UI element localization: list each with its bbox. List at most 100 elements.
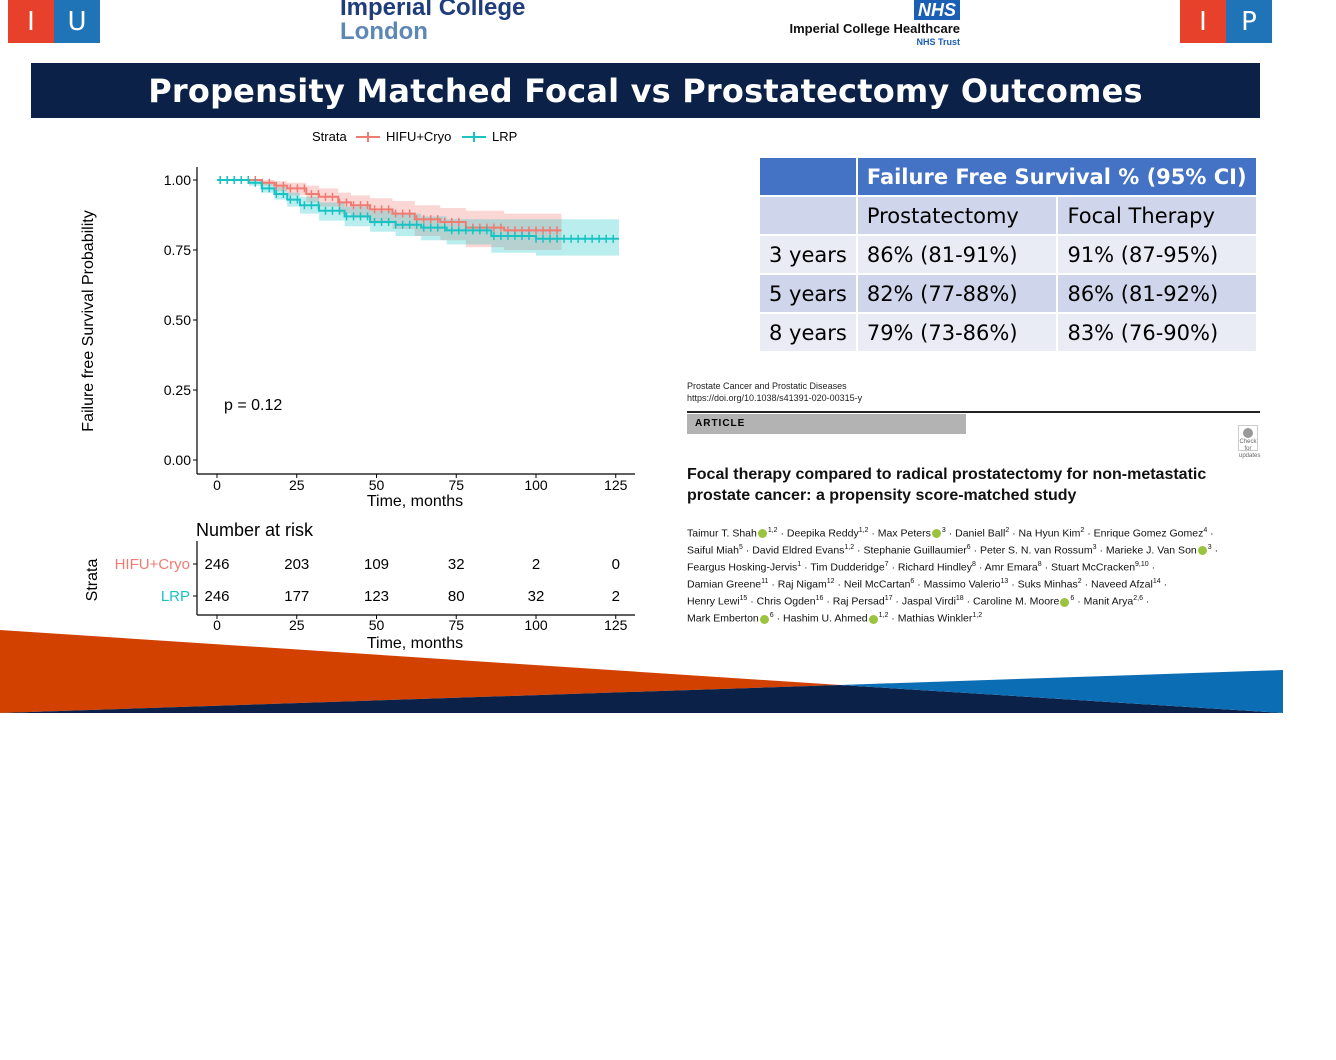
- orcid-icon: [1060, 597, 1070, 607]
- x-tick-label: 125: [604, 477, 628, 493]
- check-for-updates-badge[interactable]: Check for updates: [1238, 425, 1260, 459]
- orcid-icon: [931, 529, 941, 539]
- legend-title: Strata: [312, 129, 347, 144]
- check-updates-label: Check for updates: [1239, 439, 1261, 459]
- risk-x-tick-label: 25: [289, 617, 305, 633]
- x-tick-label: 75: [448, 477, 464, 493]
- risk-table: 246 203 109 32 2 0 246 177 123 80 32 2 0 25 50 75 100 125: [193, 541, 635, 633]
- article-label: ARTICLE: [687, 414, 966, 434]
- y-tick-label: 0.75: [164, 242, 191, 258]
- wedge-blue: [840, 670, 1283, 713]
- table-subheader-empty: [758, 195, 858, 236]
- cell-prostatectomy: 79% (73-86%): [855, 312, 1059, 353]
- cell-prostatectomy: 86% (81-91%): [855, 234, 1059, 275]
- paper-title-line1: Focal therapy compared to radical prosta…: [687, 466, 1207, 483]
- risk-value: 123: [364, 588, 389, 605]
- y-tick-label: 0.50: [164, 312, 191, 328]
- cell-focal: 83% (76-90%): [1056, 312, 1258, 353]
- y-tick-label: 0.25: [164, 382, 191, 398]
- risk-strata-label: Strata: [84, 559, 101, 602]
- risk-value: 246: [204, 588, 229, 605]
- ip-logo-letter-i: I: [1180, 0, 1226, 43]
- risk-value: 203: [284, 556, 309, 573]
- paper-title-line2: prostate cancer: a propensity score-matc…: [687, 487, 1077, 504]
- iu-logo-letter-u: U: [54, 0, 100, 43]
- journal-name: Prostate Cancer and Prostatic Diseases: [687, 381, 847, 391]
- table-row: 3 years 86% (81-91%) 91% (87-95%): [758, 234, 1258, 275]
- risk-value: 177: [284, 588, 309, 605]
- risk-value: 32: [528, 588, 545, 605]
- y-axis-label: Failure free Survival Probability: [80, 210, 97, 431]
- plot-area: 0.00 0.25 0.50 0.75 1.00 0 25 50 75 100 125: [164, 167, 635, 493]
- p-value-annotation: p = 0.12: [224, 397, 282, 414]
- risk-table-title: Number at risk: [196, 520, 314, 540]
- risk-value: 2: [612, 588, 620, 605]
- iu-logo: I U: [8, 0, 100, 43]
- legend-label-hifu: HIFU+Cryo: [386, 129, 451, 144]
- table-row: 5 years 82% (77-88%) 86% (81-92%): [758, 273, 1258, 314]
- wedge-navy: [0, 685, 1283, 713]
- column-focal-therapy: Focal Therapy: [1056, 195, 1258, 236]
- risk-value: 80: [448, 588, 465, 605]
- risk-value: 2: [532, 556, 540, 573]
- y-tick-label: 1.00: [164, 172, 191, 188]
- risk-value: 109: [364, 556, 389, 573]
- ip-logo: I P: [1180, 0, 1272, 43]
- series-line-1: [217, 179, 619, 240]
- x-tick-label: 100: [524, 477, 548, 493]
- cell-focal: 86% (81-92%): [1056, 273, 1258, 314]
- legend-label-lrp: LRP: [492, 129, 517, 144]
- slide-title: Propensity Matched Focal vs Prostatectom…: [31, 63, 1260, 118]
- cell-focal: 91% (87-95%): [1056, 234, 1258, 275]
- row-label: 3 years: [758, 234, 858, 275]
- x-tick-label: 25: [289, 477, 305, 493]
- orcid-icon: [868, 614, 878, 624]
- risk-x-tick-label: 0: [213, 617, 221, 633]
- imperial-college-logo: Imperial College London: [340, 0, 525, 44]
- ip-logo-letter-p: P: [1226, 0, 1272, 43]
- survival-table: Failure Free Survival % (95% CI) Prostat…: [758, 156, 1258, 353]
- nhs-logo: NHS Imperial College Healthcare NHS Trus…: [770, 0, 960, 47]
- paper-divider: [687, 411, 1260, 413]
- orcid-icon: [757, 529, 767, 539]
- nhs-trust-name: Imperial College Healthcare: [789, 21, 960, 36]
- journal-doi[interactable]: https://doi.org/10.1038/s41391-020-00315…: [687, 393, 863, 403]
- table-header-row: Failure Free Survival % (95% CI): [758, 156, 1258, 197]
- risk-value: 246: [204, 556, 229, 573]
- row-label: 8 years: [758, 312, 858, 353]
- risk-value: 0: [612, 556, 620, 573]
- nhs-trust-label: NHS Trust: [916, 37, 960, 47]
- table-subheader-row: Prostatectomy Focal Therapy: [758, 195, 1258, 236]
- footer-wedges: [0, 630, 1283, 713]
- imperial-logo-line2: London: [340, 18, 428, 45]
- risk-x-tick-label: 75: [448, 617, 464, 633]
- x-axis-label: Time, months: [367, 493, 463, 510]
- nhs-badge: NHS: [913, 0, 960, 20]
- wedge-orange: [0, 630, 840, 713]
- risk-row-label-lrp: LRP: [161, 588, 190, 605]
- x-tick-label: 50: [369, 477, 385, 493]
- paper-title: Focal therapy compared to radical prosta…: [687, 464, 1267, 506]
- imperial-logo-line1: Imperial College: [340, 0, 526, 21]
- risk-row-label-hifu: HIFU+Cryo: [115, 556, 190, 573]
- km-chart: Strata HIFU+Cryo LRP 0.00 0.25 0.50 0.75 1.0…: [80, 129, 635, 652]
- risk-value: 32: [448, 556, 465, 573]
- risk-x-tick-label: 50: [369, 617, 385, 633]
- check-updates-icon: [1243, 428, 1253, 438]
- cell-prostatectomy: 82% (77-88%): [855, 273, 1059, 314]
- table-corner-cell: [758, 156, 858, 197]
- paper-authors: Taimur T. Shah 1,2 · Deepika Reddy1,2 · M…: [687, 527, 1219, 625]
- iu-logo-letter-i: I: [8, 0, 54, 43]
- orcid-icon: [1197, 546, 1207, 556]
- column-prostatectomy: Prostatectomy: [855, 195, 1059, 236]
- risk-x-tick-label: 100: [524, 617, 548, 633]
- y-tick-label: 0.00: [164, 452, 191, 468]
- table-header-title: Failure Free Survival % (95% CI): [855, 156, 1258, 197]
- paper-journal-info: Prostate Cancer and Prostatic Diseases h…: [687, 380, 862, 404]
- x-tick-label: 0: [213, 477, 221, 493]
- row-label: 5 years: [758, 273, 858, 314]
- risk-x-tick-label: 125: [604, 617, 628, 633]
- series-line-0: [217, 179, 562, 232]
- table-row: 8 years 79% (73-86%) 83% (76-90%): [758, 312, 1258, 353]
- chart-legend: Strata HIFU+Cryo LRP: [312, 129, 517, 144]
